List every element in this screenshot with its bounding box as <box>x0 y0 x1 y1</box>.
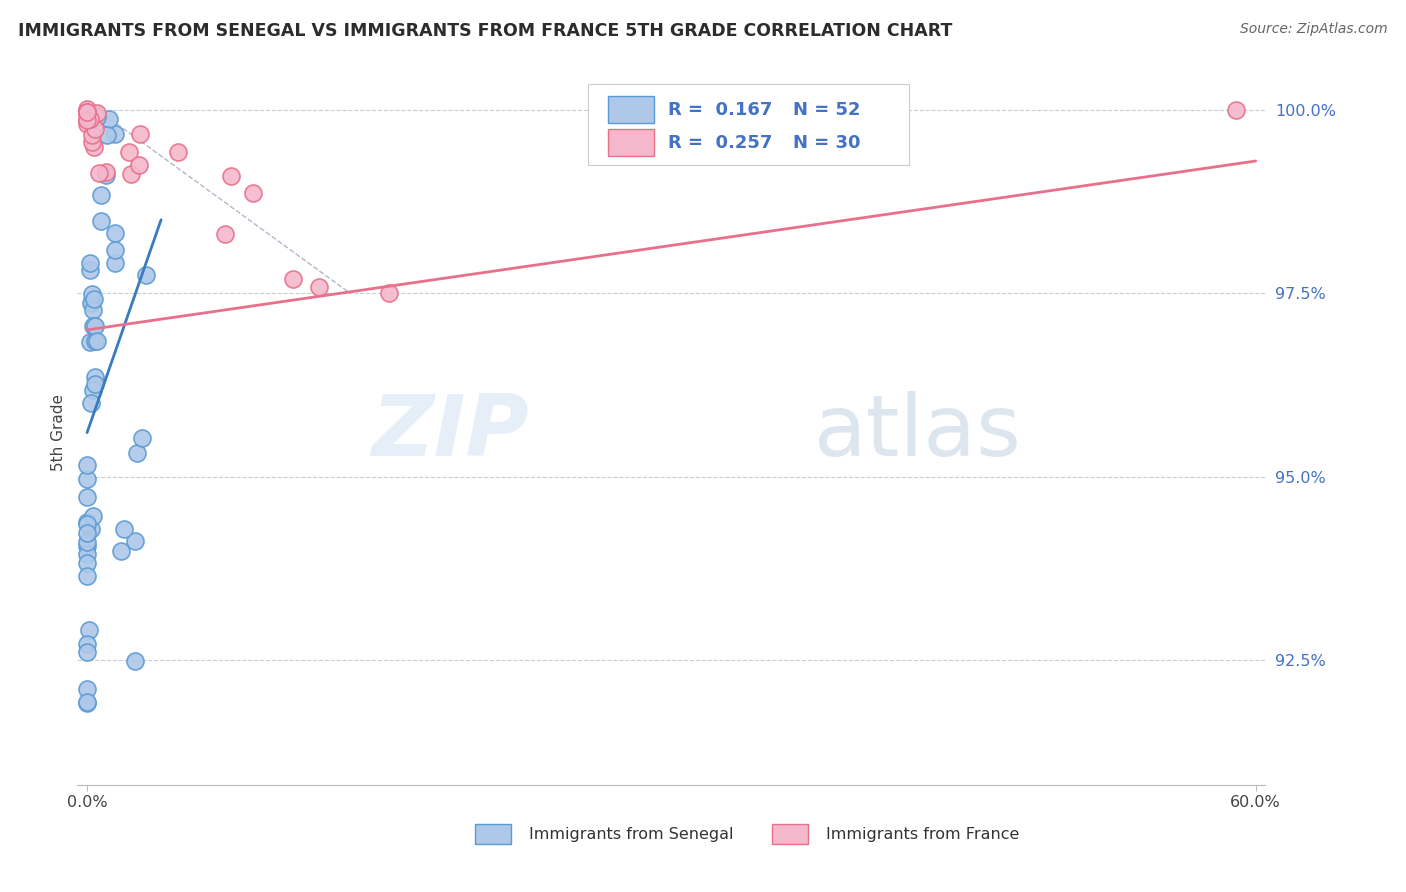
Point <box>76 568 98 582</box>
Point <box>80 135 103 149</box>
Text: N = 52: N = 52 <box>793 101 860 119</box>
Text: ZIP: ZIP <box>371 391 529 475</box>
FancyBboxPatch shape <box>609 96 654 123</box>
Point <box>110 544 132 558</box>
Point <box>79 335 101 350</box>
Text: atlas: atlas <box>814 391 1022 475</box>
Point <box>82 287 104 301</box>
Point <box>82 303 104 318</box>
Point <box>134 268 156 282</box>
Point <box>84 319 107 334</box>
Point <box>76 106 98 120</box>
Point <box>76 117 98 131</box>
Point <box>76 458 98 472</box>
Point <box>84 369 107 384</box>
Point <box>103 243 125 257</box>
Point <box>83 334 105 349</box>
Text: Immigrants from France: Immigrants from France <box>825 827 1019 842</box>
Point <box>76 681 98 696</box>
FancyBboxPatch shape <box>772 824 808 844</box>
Point <box>76 525 98 540</box>
Point <box>104 127 127 141</box>
Text: IMMIGRANTS FROM SENEGAL VS IMMIGRANTS FROM FRANCE 5TH GRADE CORRELATION CHART: IMMIGRANTS FROM SENEGAL VS IMMIGRANTS FR… <box>18 22 953 40</box>
Point <box>94 165 117 179</box>
Point <box>76 112 98 126</box>
Point <box>76 102 98 116</box>
Point <box>76 491 98 505</box>
Point <box>76 645 98 659</box>
FancyBboxPatch shape <box>475 824 510 844</box>
Point <box>94 169 117 183</box>
Point <box>76 516 98 531</box>
Text: Source: ZipAtlas.com: Source: ZipAtlas.com <box>1240 22 1388 37</box>
Point <box>76 695 98 709</box>
Point <box>86 334 108 348</box>
Point <box>281 272 304 286</box>
Point <box>125 445 148 459</box>
Point <box>76 535 98 549</box>
Point <box>96 128 118 143</box>
Point <box>86 110 108 124</box>
Point <box>378 286 401 301</box>
Point <box>76 556 98 570</box>
Point <box>84 122 107 136</box>
Point <box>82 383 104 397</box>
Point <box>308 280 330 294</box>
Point <box>214 227 236 241</box>
Point <box>80 294 103 309</box>
Point <box>124 654 146 668</box>
Point <box>82 128 104 143</box>
Y-axis label: 5th Grade: 5th Grade <box>51 394 66 471</box>
Point <box>76 539 98 553</box>
Point <box>76 637 98 651</box>
Point <box>117 145 139 159</box>
Point <box>76 105 98 120</box>
Point <box>76 472 98 486</box>
FancyBboxPatch shape <box>609 129 654 156</box>
Point <box>131 431 153 445</box>
Point <box>124 534 146 549</box>
Point <box>83 377 105 392</box>
Point <box>120 167 142 181</box>
Point <box>242 186 264 200</box>
Point <box>82 508 104 523</box>
Point <box>83 292 105 306</box>
Point <box>97 112 120 126</box>
Point <box>79 256 101 270</box>
Point <box>104 226 127 240</box>
Point <box>86 106 108 120</box>
Point <box>90 214 112 228</box>
Point <box>76 112 98 127</box>
Text: R =  0.257: R = 0.257 <box>668 134 772 152</box>
Point <box>167 145 190 159</box>
Point <box>76 104 98 119</box>
Point <box>76 696 98 710</box>
Text: N = 30: N = 30 <box>793 134 860 152</box>
Point <box>128 158 150 172</box>
Point <box>80 522 103 536</box>
Text: R =  0.167: R = 0.167 <box>668 101 772 119</box>
Point <box>76 547 98 561</box>
Point <box>86 108 108 122</box>
Point <box>103 255 125 269</box>
Point <box>83 140 105 154</box>
Point <box>79 263 101 277</box>
Point <box>90 187 112 202</box>
Point <box>219 169 242 183</box>
Point <box>112 522 135 536</box>
Point <box>80 396 103 410</box>
Point <box>79 112 101 127</box>
Point <box>76 105 98 120</box>
Point <box>1225 103 1247 117</box>
Point <box>82 319 104 334</box>
Point <box>76 516 98 530</box>
Point <box>129 127 152 141</box>
Point <box>87 165 110 179</box>
Point <box>77 623 100 637</box>
Text: Immigrants from Senegal: Immigrants from Senegal <box>529 827 734 842</box>
FancyBboxPatch shape <box>588 84 910 165</box>
Point <box>80 296 103 310</box>
